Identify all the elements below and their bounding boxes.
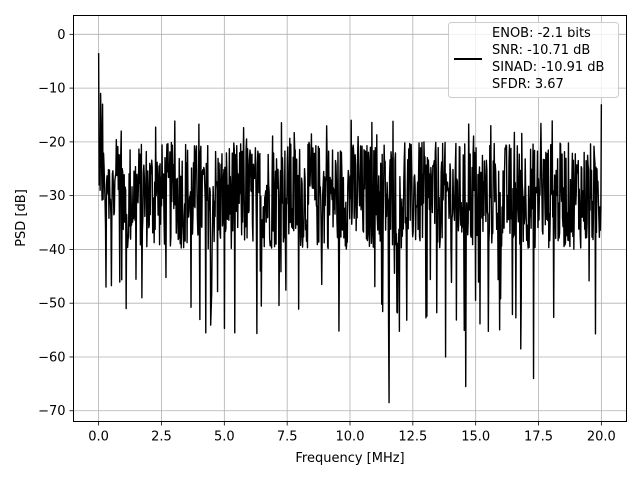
y-axis-ticks: 0 −10 −20 −30 −40 −50 −60 −70 xyxy=(38,28,74,419)
x-tick-label: 12.5 xyxy=(398,430,427,445)
y-tick-label: −50 xyxy=(38,297,65,312)
legend-box xyxy=(448,22,619,98)
x-tick-label: 0.0 xyxy=(88,430,109,445)
y-tick-label: −60 xyxy=(38,350,65,365)
x-tick-label: 7.5 xyxy=(277,430,298,445)
y-axis-label: PSD [dB] xyxy=(14,189,29,247)
y-tick-label: −30 xyxy=(38,189,65,204)
psd-trace xyxy=(97,53,603,404)
legend: ENOB: -2.1 bits SNR: -10.71 dB SINAD: -1… xyxy=(448,22,619,98)
x-axis-ticks: 0.0 2.5 5.0 7.5 10.0 12.5 15.0 17.5 20.0 xyxy=(88,421,616,445)
x-tick-label: 20.0 xyxy=(587,430,616,445)
y-tick-label: −70 xyxy=(38,404,65,419)
legend-entry-snr: SNR: -10.71 dB xyxy=(492,43,590,58)
legend-entry-sinad: SINAD: -10.91 dB xyxy=(492,60,604,75)
x-tick-label: 10.0 xyxy=(336,430,365,445)
x-tick-label: 5.0 xyxy=(214,430,235,445)
y-tick-label: −40 xyxy=(38,243,65,258)
y-tick-label: 0 xyxy=(57,28,65,43)
x-axis-label: Frequency [MHz] xyxy=(295,451,404,466)
x-tick-label: 2.5 xyxy=(151,430,172,445)
y-tick-label: −10 xyxy=(38,82,65,97)
x-tick-label: 15.0 xyxy=(461,430,490,445)
legend-entry-enob: ENOB: -2.1 bits xyxy=(492,26,591,41)
x-tick-label: 17.5 xyxy=(524,430,553,445)
legend-entry-sfdr: SFDR: 3.67 xyxy=(492,77,564,92)
psd-series-line xyxy=(97,53,603,404)
y-tick-label: −20 xyxy=(38,135,65,150)
